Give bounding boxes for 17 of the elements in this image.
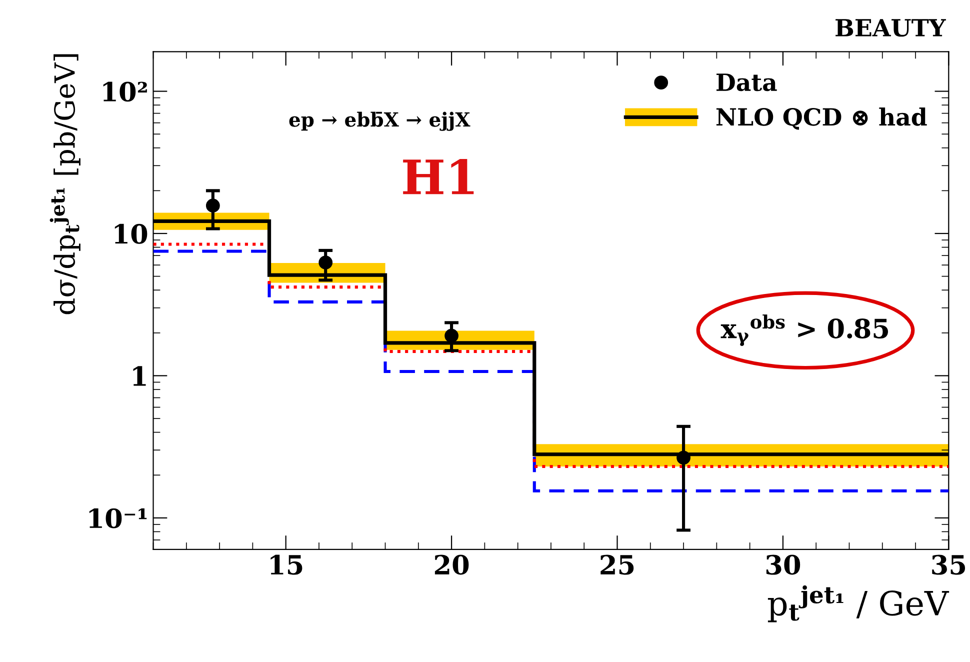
legend-label: Data — [716, 74, 777, 92]
x-tick-label: 30 — [766, 554, 800, 575]
y-axis-title: dσ/dp$_{t}$$^{jet₁}$ [pb/GeV] — [50, 54, 80, 314]
annotation: H1 — [403, 159, 474, 194]
annotation: ep → ebb̄X → ejjX — [289, 112, 470, 131]
x-tick-label: 15 — [270, 554, 302, 575]
x-axis-title: p$_{t}$$^{jet₁}$ / GeV — [768, 585, 950, 622]
x-tick-label: 35 — [932, 554, 966, 575]
x-tick-label: 20 — [434, 554, 469, 575]
y-tick-label: 10⁻¹ — [89, 508, 147, 528]
y-tick-label: 10 — [114, 224, 148, 244]
x-tick-label: 25 — [600, 554, 634, 575]
y-tick-label: 1 — [133, 366, 146, 386]
y-tick-label: 10² — [103, 82, 147, 102]
legend-label: NLO QCD ⊗ had — [716, 108, 927, 130]
chart-title: BEAUTY — [836, 19, 946, 37]
annotation: x$_{γ}$$^{obs}$ > 0.85 — [720, 314, 888, 346]
